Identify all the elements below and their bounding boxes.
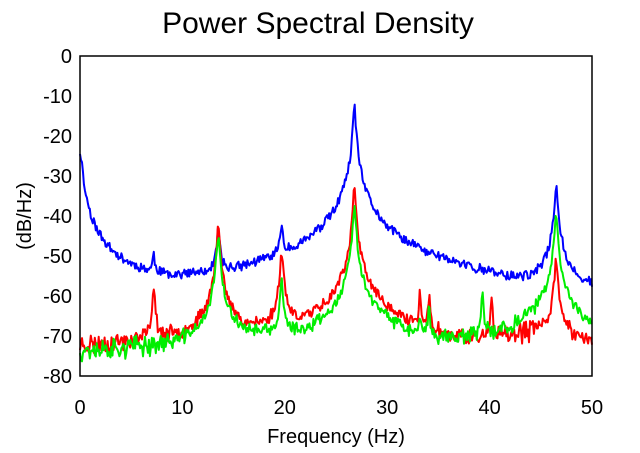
- x-tick-label: 20: [274, 397, 296, 419]
- y-tick-label: -40: [43, 206, 72, 228]
- tick-layer: 0 10 20 30 40 50 0 -10 -20 -30 -40 -50 -60 -70 -80: [43, 46, 603, 419]
- series-line-2: [79, 187, 593, 354]
- y-tick-label: -10: [43, 86, 72, 108]
- x-tick-label: 40: [478, 397, 500, 419]
- y-tick-label: -60: [43, 286, 72, 308]
- series-line-1: [79, 103, 593, 287]
- series-layer: [79, 103, 593, 363]
- y-axis-label: (dB/Hz): [14, 182, 36, 250]
- x-tick-label: 0: [74, 397, 85, 419]
- x-tick-label: 10: [171, 397, 193, 419]
- y-tick-label: 0: [61, 46, 72, 68]
- y-tick-label: -30: [43, 166, 72, 188]
- y-tick-label: -20: [43, 126, 72, 148]
- y-tick-label: -50: [43, 246, 72, 268]
- x-tick-label: 50: [581, 397, 603, 419]
- series-line-3: [79, 205, 593, 363]
- chart-title: Power Spectral Density: [162, 7, 474, 40]
- y-tick-label: -80: [43, 366, 72, 388]
- x-tick-label: 30: [376, 397, 398, 419]
- y-tick-label: -70: [43, 326, 72, 348]
- plot-frame: [79, 55, 593, 377]
- x-axis-label: Frequency (Hz): [267, 426, 405, 448]
